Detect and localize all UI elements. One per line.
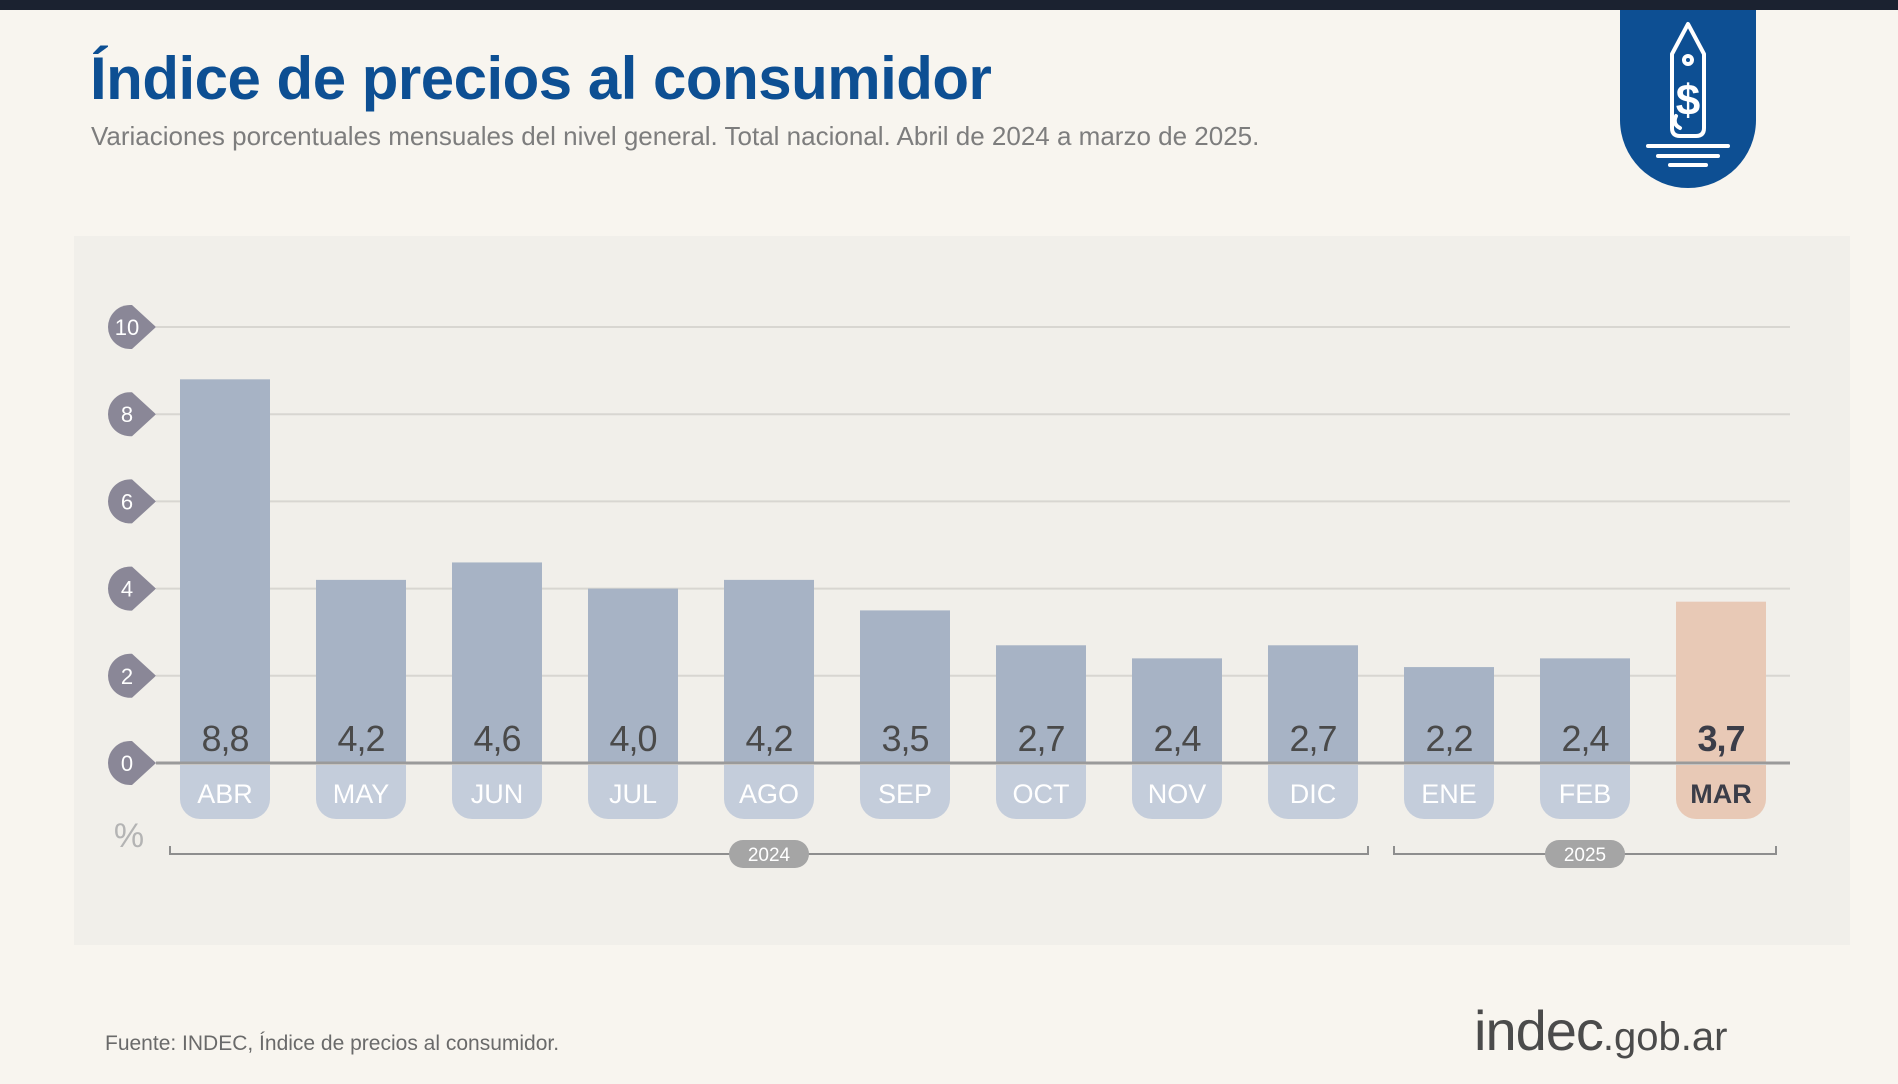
value-label: 4,2	[745, 718, 792, 759]
category-label: AGO	[739, 779, 799, 809]
value-label: 2,4	[1561, 718, 1608, 759]
y-tick-label: 6	[121, 489, 133, 514]
category-pill	[588, 765, 678, 819]
logo-domain: .gob.ar	[1602, 1015, 1728, 1059]
year-label: 2024	[748, 845, 791, 866]
category-label: MAR	[1690, 779, 1752, 809]
y-tick-label: 0	[121, 751, 133, 776]
category-label: OCT	[1013, 779, 1070, 809]
bar	[860, 610, 950, 763]
category-pill	[724, 765, 814, 819]
value-label: 8,8	[201, 718, 248, 759]
source-note: Fuente: INDEC, Índice de precios al cons…	[105, 1032, 560, 1055]
price-tag-badge: $	[1620, 10, 1756, 188]
y-tick-badge	[108, 392, 156, 437]
value-label: 2,7	[1289, 718, 1336, 759]
category-label: DIC	[1290, 779, 1337, 809]
chart-panel: 0 2 4 6 8 10 8,8 4,2 4,6 4,0 4,2 3,5 2,7 2,4 2,7 2,2 2,4…	[74, 236, 1850, 945]
category-label: MAY	[333, 779, 390, 809]
category-pill	[1540, 765, 1630, 819]
category-pill	[1676, 765, 1766, 819]
value-label: 2,7	[1017, 718, 1064, 759]
bar	[1268, 645, 1358, 763]
category-pill	[452, 765, 542, 819]
bar	[452, 562, 542, 763]
value-label: 3,7	[1697, 718, 1744, 759]
category-label: NOV	[1148, 779, 1207, 809]
category-label: ENE	[1421, 779, 1477, 809]
page-title: Índice de precios al consumidor	[90, 45, 992, 112]
y-tick-label: 4	[121, 577, 133, 602]
bar	[996, 645, 1086, 763]
indec-logo[interactable]: indec.gob.ar	[1474, 998, 1727, 1063]
category-pill	[180, 765, 270, 819]
category-label: ABR	[197, 779, 253, 809]
year-pill	[729, 840, 809, 868]
category-label: JUN	[471, 779, 524, 809]
y-tick-badge	[108, 653, 156, 698]
category-pill	[1132, 765, 1222, 819]
category-pill	[996, 765, 1086, 819]
value-label: 2,2	[1425, 718, 1472, 759]
y-tick-label: 2	[121, 664, 133, 689]
value-label: 4,2	[337, 718, 384, 759]
bar	[724, 579, 814, 763]
price-tag-dollar-icon: $	[1646, 22, 1730, 167]
value-label: 4,0	[609, 718, 656, 759]
year-pill	[1545, 840, 1625, 868]
year-label: 2025	[1564, 845, 1606, 866]
category-label: SEP	[878, 779, 932, 809]
bar	[1676, 601, 1766, 763]
y-tick-label: 10	[115, 315, 139, 340]
bar-chart: 0 2 4 6 8 10 8,8 4,2 4,6 4,0 4,2 3,5 2,7 2,4 2,7 2,2 2,4…	[108, 305, 1790, 868]
bar	[316, 579, 406, 763]
category-pill	[316, 765, 406, 819]
y-tick-badge	[108, 741, 156, 785]
bar	[1404, 667, 1494, 763]
category-pill	[1268, 765, 1358, 819]
bar	[1540, 658, 1630, 763]
y-tick-badge	[108, 566, 156, 611]
logo-main: indec	[1474, 999, 1604, 1062]
y-unit-label: %	[114, 817, 144, 855]
value-label: 4,6	[473, 718, 520, 759]
bar	[1132, 658, 1222, 763]
category-label: FEB	[1559, 779, 1612, 809]
category-pill	[1404, 765, 1494, 819]
y-tick-badge	[108, 479, 156, 524]
bar	[588, 588, 678, 763]
bar	[180, 379, 270, 763]
category-pill	[860, 765, 950, 819]
page-subtitle: Variaciones porcentuales mensuales del n…	[91, 121, 1260, 151]
svg-text:$: $	[1676, 76, 1700, 125]
top-bar	[0, 0, 1898, 10]
value-label: 3,5	[881, 718, 928, 759]
value-label: 2,4	[1153, 718, 1200, 759]
y-tick-badge	[108, 305, 156, 349]
y-tick-label: 8	[121, 402, 133, 427]
category-label: JUL	[609, 779, 657, 809]
